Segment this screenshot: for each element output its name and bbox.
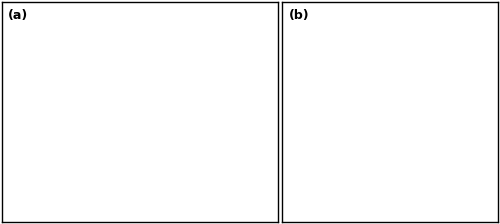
Text: (a): (a) [8, 9, 28, 22]
Text: (b): (b) [288, 9, 309, 22]
